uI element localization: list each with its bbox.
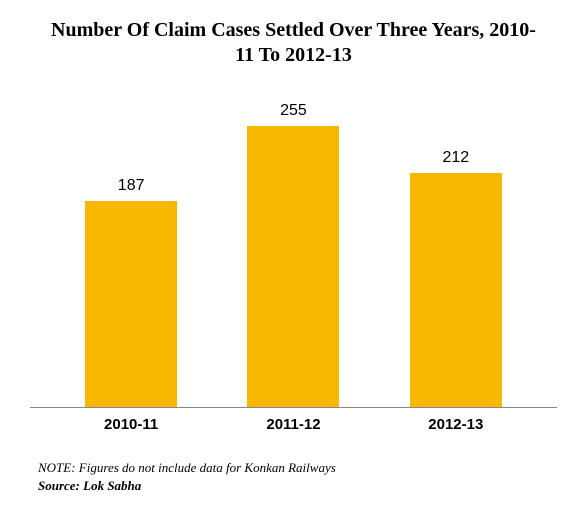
chart-plot-area: 187 255 212 <box>30 88 557 408</box>
x-axis-label: 2012-13 <box>396 416 516 433</box>
bar-value-label: 212 <box>442 149 469 167</box>
bar-value-label: 255 <box>280 102 307 120</box>
bar <box>85 201 177 407</box>
source-attribution: Source: Lok Sabha <box>38 478 557 494</box>
chart-footer: NOTE: Figures do not include data for Ko… <box>38 460 557 494</box>
x-axis-label: 2010-11 <box>71 416 191 433</box>
x-axis-label: 2011-12 <box>233 416 353 433</box>
bar-group: 212 <box>396 88 516 407</box>
bars-container: 187 255 212 <box>30 88 557 407</box>
x-axis: 2010-11 2011-12 2012-13 <box>30 408 557 433</box>
bar-group: 187 <box>71 88 191 407</box>
bar <box>410 173 502 407</box>
bar-value-label: 187 <box>118 177 145 195</box>
footnote: NOTE: Figures do not include data for Ko… <box>38 460 557 476</box>
bar-group: 255 <box>233 88 353 407</box>
bar <box>247 126 339 407</box>
chart-title: Number Of Claim Cases Settled Over Three… <box>30 18 557 68</box>
